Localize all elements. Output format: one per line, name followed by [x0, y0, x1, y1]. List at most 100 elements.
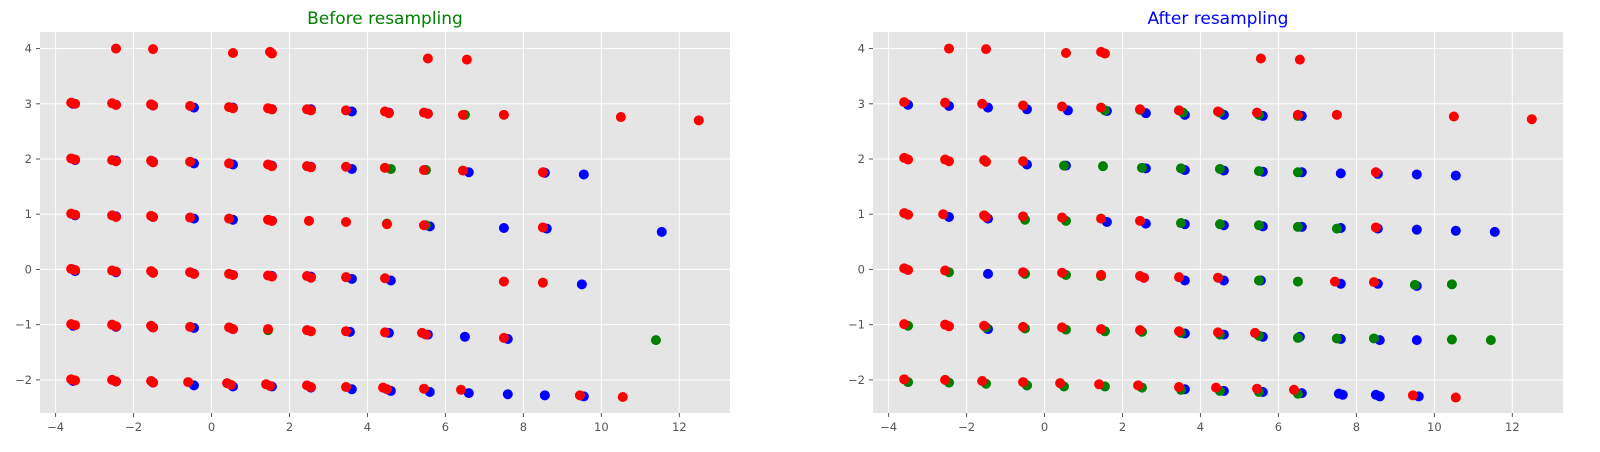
scatter-point — [1370, 167, 1381, 178]
scatter-point — [1331, 109, 1342, 120]
scatter-point — [940, 97, 951, 108]
scatter-point — [903, 209, 914, 220]
x-tick-label: 10 — [594, 420, 609, 434]
scatter-point — [1138, 272, 1149, 283]
scatter-point — [1329, 276, 1340, 287]
scatter-point — [1489, 226, 1500, 237]
scatter-point — [1057, 101, 1068, 112]
scatter-point — [418, 383, 429, 394]
scatter-point — [1251, 383, 1262, 394]
scatter-point — [1214, 163, 1225, 174]
scatter-point — [305, 162, 316, 173]
scatter-point — [380, 273, 390, 284]
scatter-point — [1411, 335, 1422, 346]
scatter-point — [341, 272, 352, 283]
scatter-point — [899, 97, 910, 108]
scatter-point — [148, 157, 159, 168]
scatter-point — [341, 105, 352, 116]
scatter-point — [341, 161, 352, 172]
scatter-point — [1450, 225, 1461, 236]
scatter-point — [1450, 392, 1461, 403]
scatter-point — [498, 332, 509, 343]
scatter-point — [185, 321, 196, 332]
scatter-point — [341, 326, 352, 337]
scatter-point — [185, 100, 196, 111]
scatter-point — [111, 156, 122, 167]
y-tick-label: 2 — [858, 152, 865, 166]
scatter-point — [381, 384, 392, 395]
y-tick-label: 4 — [25, 42, 32, 56]
scatter-point — [1251, 107, 1262, 118]
y-tick-label: 1 — [25, 207, 32, 221]
scatter-point — [1448, 111, 1459, 122]
scatter-point — [185, 212, 196, 223]
scatter-point — [903, 154, 914, 165]
scatter-point — [574, 390, 585, 401]
scatter-point — [1292, 276, 1303, 287]
scatter-point — [981, 211, 992, 222]
scatter-point — [1135, 104, 1146, 115]
scatter-point — [981, 44, 992, 55]
scatter-series — [899, 43, 1537, 403]
scatter-point — [341, 216, 352, 227]
scatter-point — [1174, 326, 1185, 337]
scatter-point — [148, 322, 159, 333]
chart-title: Before resampling — [307, 9, 463, 29]
scatter-point — [1057, 322, 1068, 333]
scatter-point — [1289, 384, 1300, 395]
scatter-point — [148, 267, 159, 278]
scatter-point — [341, 382, 352, 393]
scatter-point — [977, 98, 988, 109]
scatter-point — [381, 219, 392, 230]
scatter-point — [981, 156, 992, 167]
scatter-point — [185, 156, 196, 167]
scatter-point — [1214, 219, 1225, 230]
scatter-point — [422, 53, 433, 64]
scatter-point — [498, 109, 509, 120]
scatter-point — [1253, 275, 1264, 286]
scatter-point — [944, 43, 955, 54]
scatter-point — [1370, 222, 1381, 233]
scatter-point — [70, 375, 81, 386]
scatter-point — [420, 329, 431, 340]
scatter-point — [70, 264, 81, 275]
scatter-point — [380, 327, 390, 338]
scatter-point — [903, 264, 914, 275]
scatter-point — [266, 161, 277, 172]
scatter-point — [1018, 321, 1029, 332]
scatter-point — [693, 115, 704, 126]
scatter-point — [148, 377, 159, 388]
scatter-point — [183, 377, 194, 388]
scatter-point — [1368, 333, 1379, 344]
scatter-point — [1098, 161, 1108, 172]
scatter-point — [305, 105, 316, 116]
scatter-point — [615, 112, 626, 123]
y-tick-label: 3 — [858, 97, 865, 111]
scatter-point — [459, 331, 470, 342]
scatter-point — [456, 384, 467, 395]
scatter-point — [70, 98, 81, 109]
scatter-point — [578, 169, 589, 180]
scatter-point — [537, 277, 548, 288]
scatter-point — [1292, 167, 1303, 178]
scatter-point — [979, 320, 990, 331]
scatter-point — [1059, 160, 1070, 171]
scatter-point — [305, 272, 316, 283]
scatter-point — [498, 276, 509, 287]
scatter-point — [224, 213, 235, 224]
scatter-point — [1213, 106, 1223, 117]
y-tick-label: 3 — [25, 97, 32, 111]
scatter-point — [1133, 380, 1144, 391]
scatter-point — [1411, 169, 1422, 180]
scatter-point — [1253, 166, 1264, 177]
x-tick-label: 4 — [364, 420, 371, 434]
scatter-point — [1057, 267, 1068, 278]
scatter-point — [1174, 382, 1185, 393]
scatter-point — [422, 108, 433, 119]
scatter-point — [463, 388, 474, 399]
scatter-point — [1057, 212, 1068, 223]
x-tick-label: 2 — [1119, 420, 1126, 434]
